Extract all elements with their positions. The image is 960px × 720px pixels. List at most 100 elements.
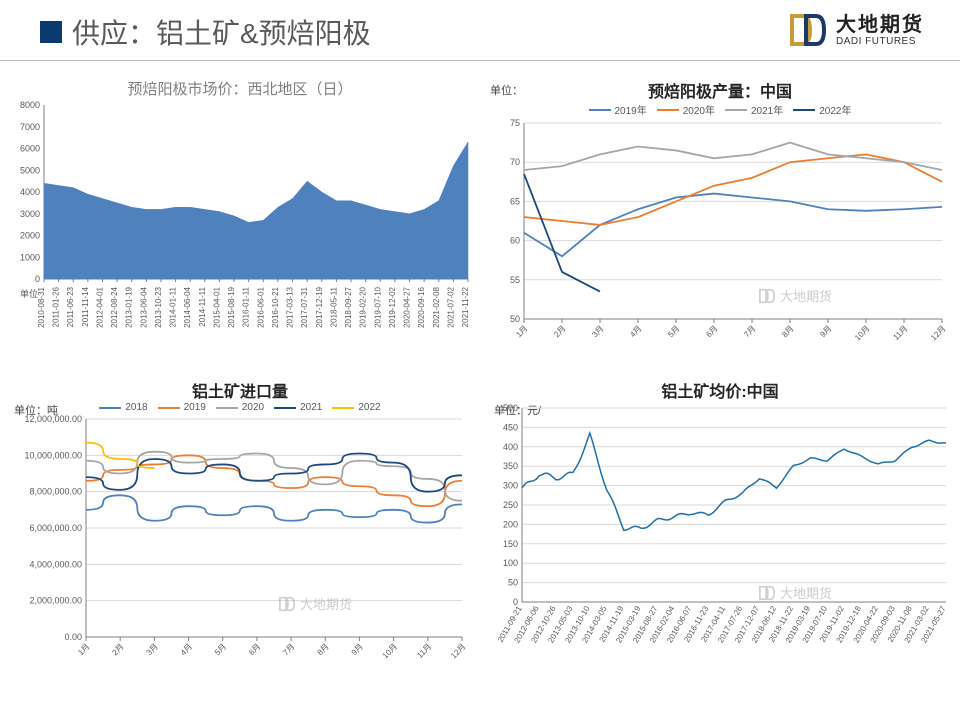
legend-item: 2018	[99, 402, 147, 413]
svg-text:11月: 11月	[892, 324, 910, 342]
svg-text:2014-06-04: 2014-06-04	[183, 286, 192, 327]
legend-item: 2022	[332, 402, 380, 413]
svg-text:3月: 3月	[590, 324, 605, 339]
svg-text:2017-03-13: 2017-03-13	[286, 286, 295, 327]
svg-text:300: 300	[503, 481, 518, 491]
svg-text:5月: 5月	[666, 324, 681, 339]
tr-unit: 单位：	[490, 82, 523, 98]
svg-text:450: 450	[503, 422, 518, 432]
svg-text:5000: 5000	[20, 165, 40, 175]
svg-text:1月: 1月	[514, 324, 529, 339]
svg-text:2014-11-11: 2014-11-11	[198, 286, 207, 326]
svg-text:2019-12-02: 2019-12-02	[388, 286, 397, 327]
page-title: 供应：铝土矿&预焙阳极	[72, 12, 371, 52]
svg-text:5月: 5月	[213, 642, 228, 657]
svg-text:350: 350	[503, 461, 518, 471]
svg-text:0.00: 0.00	[64, 632, 82, 642]
svg-text:2013-06-04: 2013-06-04	[139, 286, 148, 327]
bl-legend: 20182019202020212022	[8, 402, 472, 413]
chart-grid: 预焙阳极市场价：西北地区（日） 010002000300040005000600…	[0, 72, 960, 720]
svg-text:0: 0	[35, 274, 40, 284]
svg-text:2013-10-23: 2013-10-23	[154, 286, 163, 327]
bl-chart: 0.002,000,000.004,000,000.006,000,000.00…	[8, 413, 472, 673]
tr-chart: 5055606570751月2月3月4月5月6月7月8月9月10月11月12月 …	[488, 117, 952, 355]
svg-text:4月: 4月	[628, 324, 643, 339]
panel-anode-output: 单位： 预焙阳极产量：中国 2019年2020年2021年2022年 50556…	[480, 72, 960, 372]
svg-text:2021-11-22: 2021-11-22	[461, 286, 470, 327]
svg-text:10月: 10月	[381, 642, 399, 660]
logo-en: DADI FUTURES	[836, 36, 924, 47]
svg-text:11月: 11月	[415, 642, 433, 660]
svg-text:2020-09-16: 2020-09-16	[417, 286, 426, 327]
br-chart: 0501001502002503003504004505002011-09-21…	[488, 402, 952, 672]
panel-bauxite-import: 铝土矿进口量 单位：吨 20182019202020212022 0.002,0…	[0, 372, 480, 702]
svg-text:6月: 6月	[704, 324, 719, 339]
svg-text:7000: 7000	[20, 122, 40, 132]
logo-cn: 大地期货	[836, 14, 924, 36]
svg-text:50: 50	[508, 578, 518, 588]
bl-title: 铝土矿进口量	[8, 378, 472, 402]
svg-text:75: 75	[510, 118, 520, 128]
svg-text:200: 200	[503, 519, 518, 529]
svg-text:2020-04-27: 2020-04-27	[403, 286, 412, 327]
svg-text:8000: 8000	[20, 100, 40, 110]
svg-text:6月: 6月	[247, 642, 262, 657]
svg-text:60: 60	[510, 236, 520, 246]
svg-text:400: 400	[503, 442, 518, 452]
svg-text:9月: 9月	[818, 324, 833, 339]
svg-text:2011-01-26: 2011-01-26	[52, 286, 61, 327]
legend-item: 2019年	[589, 102, 647, 117]
svg-text:10,000,000.00: 10,000,000.00	[24, 450, 82, 460]
svg-text:2017-07-31: 2017-07-31	[300, 286, 309, 327]
svg-text:8,000,000.00: 8,000,000.00	[29, 487, 82, 497]
svg-text:4月: 4月	[179, 642, 194, 657]
svg-text:4,000,000.00: 4,000,000.00	[29, 559, 82, 569]
tr-legend: 2019年2020年2021年2022年	[488, 102, 952, 117]
svg-text:2018-05-11: 2018-05-11	[329, 286, 338, 327]
tr-title: 预焙阳极产量：中国	[648, 78, 792, 102]
legend-item: 2022年	[793, 102, 851, 117]
svg-text:2018-09-27: 2018-09-27	[344, 286, 353, 327]
logo-text: 大地期货 DADI FUTURES	[836, 14, 924, 47]
svg-text:6000: 6000	[20, 144, 40, 154]
svg-text:2015-08-19: 2015-08-19	[227, 286, 236, 327]
svg-text:2012-04-01: 2012-04-01	[95, 286, 104, 327]
svg-text:150: 150	[503, 539, 518, 549]
svg-text:2015-04-01: 2015-04-01	[212, 286, 221, 327]
brand-logo: 大地期货 DADI FUTURES	[788, 12, 924, 48]
svg-text:2月: 2月	[552, 324, 567, 339]
svg-text:55: 55	[510, 275, 520, 285]
tl-chart: 0100020003000400050006000700080002010-08…	[8, 99, 472, 359]
svg-text:2021-02-08: 2021-02-08	[432, 286, 441, 327]
svg-text:12,000,000.00: 12,000,000.00	[24, 414, 82, 424]
svg-text:2月: 2月	[110, 642, 125, 657]
svg-text:500: 500	[503, 403, 518, 413]
svg-text:2011-06-23: 2011-06-23	[66, 286, 75, 327]
svg-text:10月: 10月	[853, 324, 871, 342]
svg-text:12月: 12月	[929, 324, 947, 342]
br-title: 铝土矿均价:中国	[488, 378, 952, 402]
svg-text:2016-10-21: 2016-10-21	[271, 286, 280, 327]
svg-text:单位: 单位	[20, 288, 38, 299]
svg-text:100: 100	[503, 558, 518, 568]
svg-text:2019-02-20: 2019-02-20	[359, 286, 368, 327]
panel-anode-price: 预焙阳极市场价：西北地区（日） 010002000300040005000600…	[0, 72, 480, 372]
svg-text:250: 250	[503, 500, 518, 510]
svg-text:2017-12-19: 2017-12-19	[315, 286, 324, 327]
svg-text:12月: 12月	[449, 642, 467, 660]
svg-text:2016-01-11: 2016-01-11	[242, 286, 251, 327]
svg-text:8月: 8月	[780, 324, 795, 339]
svg-text:2012-08-24: 2012-08-24	[110, 286, 119, 327]
svg-text:6,000,000.00: 6,000,000.00	[29, 523, 82, 533]
svg-text:2011-11-14: 2011-11-14	[81, 286, 90, 326]
svg-text:1000: 1000	[20, 252, 40, 262]
svg-text:1月: 1月	[76, 642, 91, 657]
svg-text:7月: 7月	[281, 642, 296, 657]
tl-title: 预焙阳极市场价：西北地区（日）	[8, 78, 472, 99]
panel-bauxite-price: 铝土矿均价:中国 单位：元/ 0501001502002503003504004…	[480, 372, 960, 702]
svg-text:70: 70	[510, 157, 520, 167]
svg-text:50: 50	[510, 314, 520, 324]
svg-text:9月: 9月	[350, 642, 365, 657]
svg-text:2021-07-02: 2021-07-02	[446, 286, 455, 327]
legend-item: 2021年	[725, 102, 783, 117]
